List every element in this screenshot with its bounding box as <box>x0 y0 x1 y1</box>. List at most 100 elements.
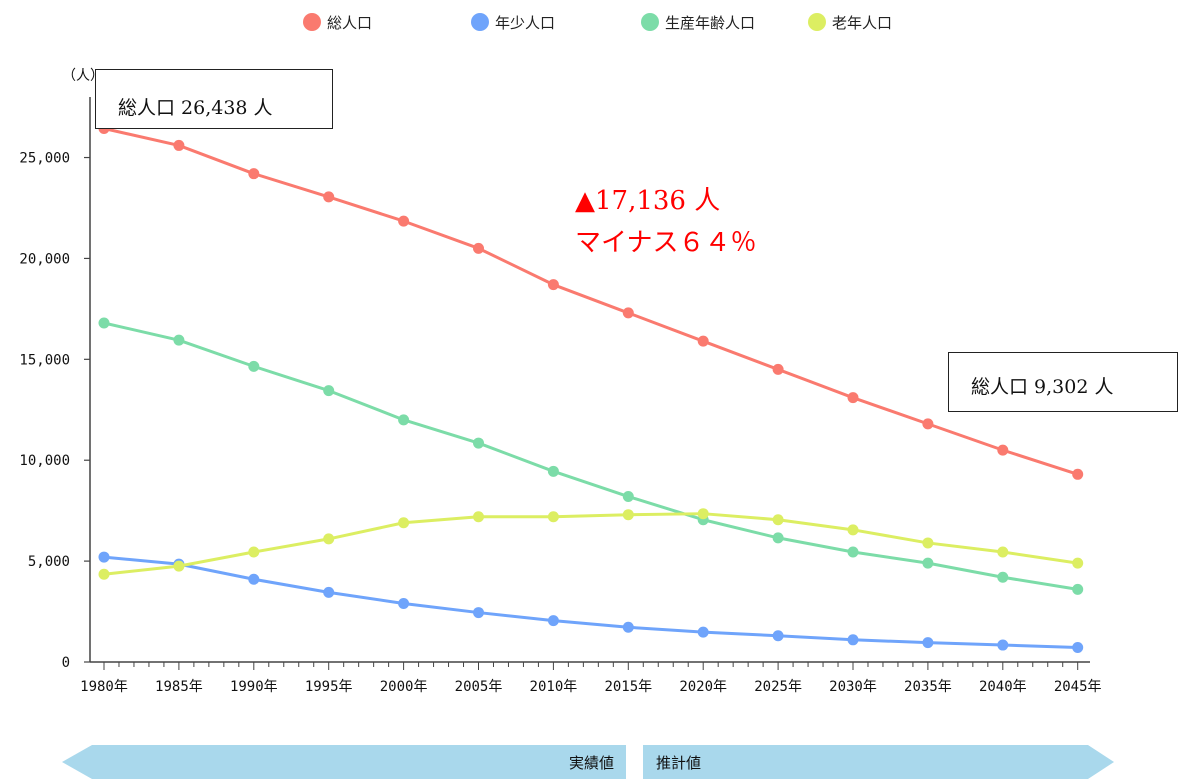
data-point <box>547 511 559 523</box>
data-point <box>1072 641 1084 653</box>
x-tick-label: 2040年 <box>979 679 1027 695</box>
data-point <box>248 360 260 372</box>
x-tick-label: 2000年 <box>380 679 428 695</box>
data-point <box>248 573 260 585</box>
data-point <box>323 533 335 545</box>
data-point <box>248 546 260 558</box>
data-point <box>697 335 709 347</box>
data-point <box>398 215 410 227</box>
series-group <box>98 123 1084 653</box>
data-point <box>323 191 335 203</box>
axes: 0 5,000 10,000 15,000 20,000 25,000 1980年 1985年… <box>19 151 1101 695</box>
y-tick-label: 5,000 <box>28 554 70 570</box>
decline-annotation: ▲17,136 人 マイナス６４％ <box>575 180 756 264</box>
x-tick-label: 1990年 <box>230 679 278 695</box>
data-point <box>473 607 484 619</box>
data-point <box>622 621 634 633</box>
y-axis-unit: （人） <box>62 68 104 84</box>
start-total-label: 総人口 26,438 人 <box>95 69 333 129</box>
x-tick-label: 2020年 <box>679 679 727 695</box>
data-point <box>1072 468 1084 480</box>
series-line <box>103 127 1079 476</box>
data-point <box>922 537 934 549</box>
series-line <box>103 512 1078 576</box>
data-point <box>473 242 484 254</box>
actual-period-arrow <box>62 745 626 779</box>
data-point <box>173 334 185 346</box>
data-point <box>98 568 110 580</box>
data-point <box>997 546 1009 558</box>
series-line <box>103 321 1078 591</box>
x-tick-label: 1995年 <box>305 679 353 695</box>
projected-period-label: 推計値 <box>656 754 701 772</box>
data-point <box>323 385 335 397</box>
data-point <box>772 630 784 642</box>
data-point <box>98 551 110 563</box>
data-point <box>1072 557 1084 569</box>
data-point <box>398 517 410 529</box>
legend-marker <box>808 13 826 31</box>
x-tick-label: 2030年 <box>829 679 877 695</box>
data-point <box>398 597 410 609</box>
decline-amount: ▲17,136 人 <box>575 186 721 216</box>
data-point <box>772 532 784 544</box>
data-point <box>248 168 260 180</box>
data-point <box>997 639 1009 651</box>
data-point <box>622 307 634 319</box>
data-point <box>173 139 185 151</box>
legend-label: 総人口 <box>327 14 372 32</box>
data-point <box>398 414 410 426</box>
legend-marker <box>471 13 489 31</box>
legend-marker <box>641 13 659 31</box>
y-tick-label: 25,000 <box>19 151 70 167</box>
data-point <box>922 418 934 430</box>
data-point <box>847 634 859 646</box>
data-point <box>772 514 784 526</box>
x-tick-label: 2035年 <box>904 679 952 695</box>
y-tick-label: 20,000 <box>19 251 70 267</box>
decline-percent: マイナス６４％ <box>575 228 757 258</box>
x-tick-label: 2010年 <box>530 679 578 695</box>
data-point <box>622 509 634 521</box>
legend: 総人口 年少人口 生産年齢人口 老年人口 <box>303 13 892 32</box>
x-tick-label: 2045年 <box>1054 679 1102 695</box>
period-band: 実績値 推計値 <box>62 745 1114 779</box>
x-tick-label: 2005年 <box>455 679 503 695</box>
data-point <box>473 437 484 449</box>
data-point <box>547 465 559 477</box>
x-tick-label: 1985年 <box>155 679 203 695</box>
data-point <box>697 508 709 520</box>
x-tick-label: 2015年 <box>604 679 652 695</box>
data-point <box>473 511 484 523</box>
series-line <box>103 555 1078 649</box>
y-tick-label: 15,000 <box>19 352 70 368</box>
legend-label: 年少人口 <box>495 14 555 32</box>
legend-label: 老年人口 <box>832 14 892 32</box>
data-point <box>997 571 1009 583</box>
data-point <box>98 317 110 329</box>
data-point <box>547 279 559 291</box>
data-point <box>547 615 559 627</box>
data-point <box>772 363 784 375</box>
data-point <box>622 491 634 503</box>
data-point <box>997 444 1009 456</box>
y-tick-label: 0 <box>62 655 70 671</box>
data-point <box>323 586 335 598</box>
end-total-label: 総人口 9,302 人 <box>948 352 1178 412</box>
projected-period-arrow <box>643 745 1114 779</box>
data-point <box>847 392 859 404</box>
data-point <box>697 626 709 638</box>
data-point <box>922 557 934 569</box>
legend-marker <box>303 13 321 31</box>
y-tick-label: 10,000 <box>19 453 70 469</box>
data-point <box>1072 583 1084 595</box>
actual-period-label: 実績値 <box>569 754 614 772</box>
data-point <box>922 637 934 649</box>
x-tick-label: 2025年 <box>754 679 802 695</box>
x-tick-label: 1980年 <box>80 679 128 695</box>
data-point <box>173 560 185 572</box>
data-point <box>847 546 859 558</box>
legend-label: 生産年齢人口 <box>665 14 755 32</box>
data-point <box>847 524 859 536</box>
